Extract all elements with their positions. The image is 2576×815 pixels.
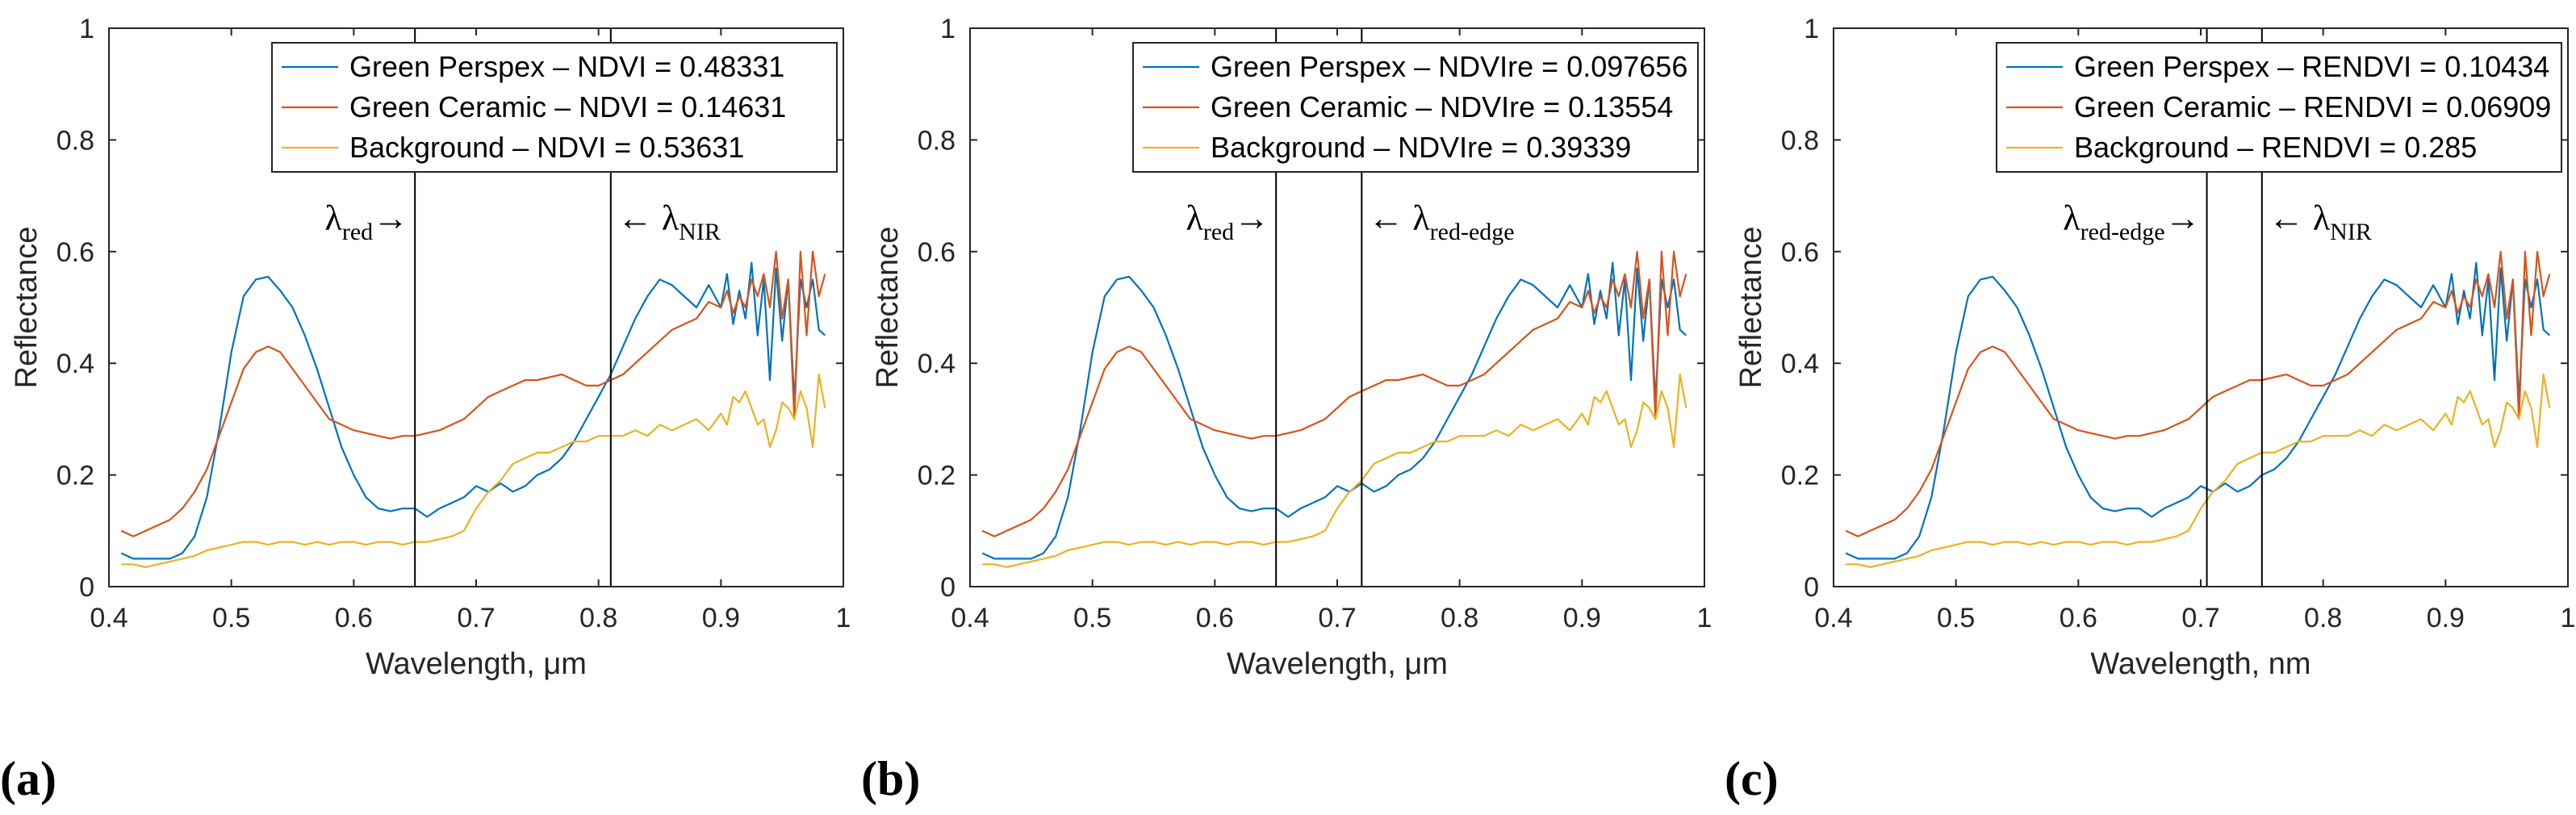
series-line-ceramic bbox=[1845, 250, 2551, 537]
legend-entry-background: Background – RENDVI = 0.285 bbox=[2074, 131, 2477, 164]
legend-entry-perspex: Green Perspex – NDVIre = 0.097656 bbox=[1211, 50, 1687, 83]
legend-entry-ceramic: Green Ceramic – RENDVI = 0.06909 bbox=[2074, 90, 2551, 123]
legend: Green Perspex – NDVI = 0.48331 Green Cera… bbox=[271, 42, 838, 173]
y-tick-label: 0.6 bbox=[56, 237, 94, 268]
chart-panel-b: λred→ ← λred-edge 0.4 0.5 0.6 0.7 0.8 0.9 1 0 0.2 0… bbox=[861, 14, 1712, 805]
legend-entry-perspex: Green Perspex – RENDVI = 0.10434 bbox=[2074, 50, 2549, 83]
y-tick-label: 0.8 bbox=[56, 125, 94, 156]
y-tick-label: 1 bbox=[940, 14, 956, 44]
series-line-background bbox=[1846, 373, 2551, 568]
band-label-red: λred→ bbox=[1186, 199, 1270, 245]
chart-panel-c: λred-edge→ ← λNIR 0.4 0.5 0.6 0.7 0.8 0.9 1 0 0.2 0… bbox=[1725, 14, 2575, 805]
series-line-perspex bbox=[120, 261, 826, 560]
y-tick-label: 1 bbox=[79, 14, 94, 44]
series-lines bbox=[981, 250, 1687, 568]
series-lines bbox=[120, 250, 826, 568]
legend-entry-background: Background – NDVI = 0.53631 bbox=[349, 131, 744, 164]
x-tick-label: 0.7 bbox=[1318, 603, 1356, 633]
x-axis-label: Wavelength, nm bbox=[2090, 647, 2310, 681]
legend-box bbox=[271, 42, 838, 173]
legend: Green Perspex – RENDVI = 0.10434 Green Ce… bbox=[1996, 42, 2562, 173]
series-line-background bbox=[982, 373, 1687, 568]
band-label-red-edge: ← λred-edge bbox=[1368, 199, 1514, 245]
band-label-NIR: ← λNIR bbox=[617, 199, 721, 245]
y-tick-label: 0.6 bbox=[1781, 237, 1819, 268]
band-label-red-edge: λred-edge→ bbox=[2063, 199, 2200, 245]
band-label-red: λred→ bbox=[325, 199, 409, 245]
x-tick-label: 1 bbox=[836, 603, 851, 633]
x-tick-label: 0.9 bbox=[702, 603, 740, 633]
legend-box bbox=[1996, 42, 2562, 173]
series-line-perspex bbox=[1845, 261, 2551, 560]
panel-label: (b) bbox=[861, 752, 920, 805]
x-tick-label: 0.5 bbox=[212, 603, 250, 633]
x-tick-label: 0.4 bbox=[1814, 603, 1852, 633]
y-tick-label: 0.4 bbox=[56, 349, 94, 379]
y-tick-label: 0.2 bbox=[56, 461, 94, 491]
y-tick-label: 0.2 bbox=[918, 461, 956, 491]
y-tick-label: 0.6 bbox=[918, 237, 956, 268]
y-axis-label: Reflectance bbox=[871, 227, 905, 389]
series-line-ceramic bbox=[120, 250, 826, 537]
x-tick-label: 1 bbox=[2561, 603, 2576, 633]
y-axis-label: Reflectance bbox=[10, 227, 44, 389]
x-tick-label: 0.6 bbox=[1196, 603, 1234, 633]
y-tick-label: 0.4 bbox=[918, 349, 956, 379]
y-tick-label: 0 bbox=[1804, 572, 1819, 603]
y-axis-label: Reflectance bbox=[1734, 227, 1768, 389]
legend-entry-background: Background – NDVIre = 0.39339 bbox=[1211, 131, 1631, 164]
x-tick-label: 0.4 bbox=[90, 603, 128, 633]
series-line-ceramic bbox=[981, 250, 1687, 537]
y-tick-label: 0.8 bbox=[1781, 125, 1819, 156]
y-tick-label: 1 bbox=[1804, 14, 1819, 44]
x-tick-label: 0.6 bbox=[335, 603, 373, 633]
panel-label: (a) bbox=[0, 752, 56, 805]
x-tick-label: 0.5 bbox=[1073, 603, 1111, 633]
series-lines bbox=[1845, 250, 2551, 568]
x-tick-label: 0.6 bbox=[2060, 603, 2097, 633]
x-tick-label: 0.8 bbox=[2304, 603, 2342, 633]
y-tick-label: 0 bbox=[940, 572, 956, 603]
x-tick-label: 0.9 bbox=[2427, 603, 2465, 633]
legend-entry-ceramic: Green Ceramic – NDVI = 0.14631 bbox=[349, 90, 786, 123]
legend-entry-ceramic: Green Ceramic – NDVIre = 0.13554 bbox=[1211, 90, 1673, 123]
x-tick-label: 1 bbox=[1697, 603, 1712, 633]
y-tick-label: 0.2 bbox=[1781, 461, 1819, 491]
series-line-background bbox=[121, 373, 826, 568]
x-tick-label: 0.8 bbox=[1441, 603, 1478, 633]
y-tick-label: 0.4 bbox=[1781, 349, 1819, 379]
chart-panel-a: λred→ ← λNIR 0.4 0.5 0.6 0.7 0.8 0.9 1 0 0.2 0.4 0.6… bbox=[0, 14, 851, 805]
series-line-perspex bbox=[981, 261, 1687, 560]
legend: Green Perspex – NDVIre = 0.097656 Green C… bbox=[1132, 42, 1699, 173]
y-tick-label: 0 bbox=[79, 572, 94, 603]
x-tick-label: 0.7 bbox=[457, 603, 495, 633]
panel-label: (c) bbox=[1725, 752, 1779, 805]
x-tick-label: 0.5 bbox=[1937, 603, 1975, 633]
band-label-NIR: ← λNIR bbox=[2269, 199, 2372, 245]
y-tick-label: 0.8 bbox=[918, 125, 956, 156]
x-tick-label: 0.9 bbox=[1563, 603, 1601, 633]
legend-entry-perspex: Green Perspex – NDVI = 0.48331 bbox=[349, 50, 784, 83]
x-axis-label: Wavelength, μm bbox=[1227, 647, 1448, 681]
x-tick-label: 0.7 bbox=[2181, 603, 2219, 633]
legend-box bbox=[1132, 42, 1699, 173]
x-tick-label: 0.8 bbox=[579, 603, 617, 633]
x-axis-label: Wavelength, μm bbox=[366, 647, 587, 681]
x-tick-label: 0.4 bbox=[951, 603, 989, 633]
